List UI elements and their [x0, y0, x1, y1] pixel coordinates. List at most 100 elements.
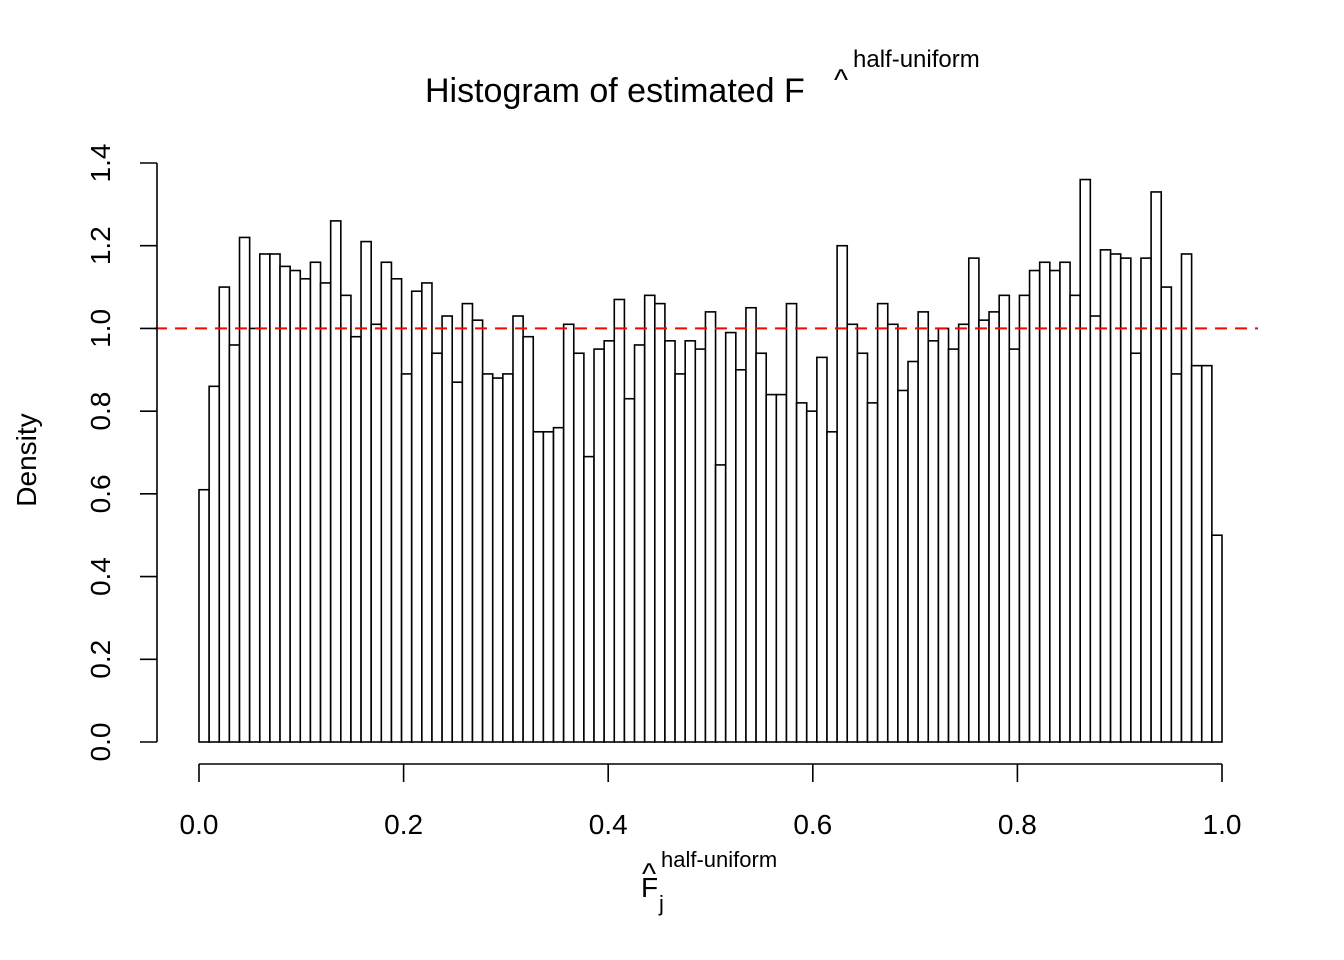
histogram-bar: [856, 352, 869, 743]
histogram-bar: [238, 236, 251, 743]
histogram-bar: [1049, 269, 1061, 743]
histogram-bar: [664, 340, 676, 743]
histogram-bar: [431, 352, 443, 743]
histogram-bar: [694, 348, 707, 743]
histogram-bar: [309, 261, 322, 743]
histogram-bar: [1211, 534, 1223, 743]
y-tick-label: 1.4: [85, 144, 116, 183]
histogram-bar: [633, 344, 646, 743]
histogram-bar: [805, 410, 818, 743]
histogram-bar: [826, 431, 838, 743]
y-axis-label: Density: [11, 413, 42, 506]
histogram-bar: [461, 302, 474, 743]
histogram-bar: [370, 323, 383, 743]
histogram-bar: [451, 381, 464, 743]
histogram-bar: [735, 368, 747, 743]
histogram-bar: [410, 290, 423, 743]
histogram-bar: [684, 340, 697, 743]
histogram-bar: [724, 331, 737, 743]
histogram-bar: [198, 488, 210, 743]
x-label-hat: ^: [642, 858, 656, 891]
histogram-bar: [1150, 191, 1163, 743]
title-superscript: half-uniform: [853, 46, 980, 73]
histogram-bar: [269, 253, 281, 743]
x-tick-label: 0.0: [180, 809, 219, 840]
x-tick-label: 0.2: [384, 809, 423, 840]
histogram-bar: [1160, 286, 1173, 743]
histogram-bar: [1109, 253, 1122, 743]
histogram-bar: [258, 253, 271, 743]
histogram-bar: [714, 464, 727, 743]
histogram-bar: [299, 277, 312, 743]
histogram-bar: [1130, 352, 1142, 743]
histogram-bar: [785, 302, 798, 743]
histogram-bar: [643, 294, 656, 743]
histogram-bar: [1089, 315, 1102, 743]
histogram-bar: [897, 389, 909, 743]
histogram-bar: [329, 220, 342, 743]
histogram-bar: [1008, 348, 1021, 743]
histogram-bar: [927, 340, 940, 743]
histogram-bar: [1079, 178, 1092, 743]
histogram-bar: [603, 340, 616, 743]
x-axis: 0.0 0.2 0.4 0.6 0.8 1.0: [180, 763, 1242, 840]
histogram-bar: [1028, 269, 1041, 743]
histogram-bar: [218, 286, 231, 743]
histogram-bar: [583, 455, 595, 743]
y-tick-label: 0.2: [85, 640, 116, 679]
histogram-bar: [947, 348, 960, 743]
y-tick-label: 0.8: [85, 392, 116, 431]
histogram-bar: [481, 373, 494, 743]
histogram-bar: [816, 356, 828, 743]
histogram-bar: [745, 306, 757, 743]
histogram-bar: [522, 335, 535, 743]
x-tick-label: 0.6: [793, 809, 832, 840]
histogram-bar: [1140, 257, 1152, 743]
histogram-bar: [957, 323, 970, 743]
histogram-bar: [937, 327, 950, 743]
histogram-bar: [775, 393, 788, 743]
histogram-bar: [1069, 294, 1081, 743]
histogram-bar: [208, 385, 221, 743]
histogram-bar: [1018, 294, 1031, 743]
histogram-bar: [421, 282, 433, 743]
histogram-bar: [491, 377, 504, 743]
x-tick-label: 0.8: [998, 809, 1037, 840]
histogram-bar: [765, 393, 778, 743]
histogram-bar: [653, 302, 666, 743]
histogram-bar: [967, 257, 980, 743]
histogram-bar: [1170, 373, 1183, 743]
histogram-bar: [988, 311, 1000, 743]
histogram-bar: [907, 360, 919, 743]
histogram-bar: [532, 431, 545, 743]
histogram-bar: [279, 265, 291, 743]
x-label-superscript: half-uniform: [661, 847, 777, 872]
x-label-main: F: [641, 872, 658, 903]
x-tick-label: 1.0: [1203, 809, 1242, 840]
histogram-bar: [613, 298, 626, 743]
y-tick-label: 1.2: [85, 226, 116, 265]
y-tick-label: 0.4: [85, 557, 116, 596]
histogram-bar: [593, 348, 605, 743]
histogram-bar: [704, 311, 717, 743]
title-hat: ^: [834, 64, 848, 97]
histogram-bar: [978, 319, 990, 743]
histogram-bar: [1180, 253, 1193, 743]
histogram-bar: [836, 244, 849, 743]
histogram-bar: [795, 402, 808, 743]
histogram-bar: [228, 344, 241, 743]
histogram-bar: [400, 373, 413, 743]
y-tick-label: 1.0: [85, 309, 116, 348]
histogram-bar: [340, 294, 352, 743]
histogram-bar: [572, 352, 585, 743]
histogram-bars: [198, 178, 1223, 743]
y-tick-label: 0.0: [85, 723, 116, 762]
histogram-bar: [441, 315, 454, 743]
x-axis-label: ^ F half-uniform j: [641, 847, 777, 916]
histogram-bar: [623, 397, 636, 743]
histogram-bar: [360, 240, 372, 743]
histogram-bar: [319, 282, 332, 743]
histogram-bar: [886, 323, 899, 743]
x-label-subscript: j: [658, 891, 664, 916]
histogram-bar: [1200, 364, 1213, 743]
